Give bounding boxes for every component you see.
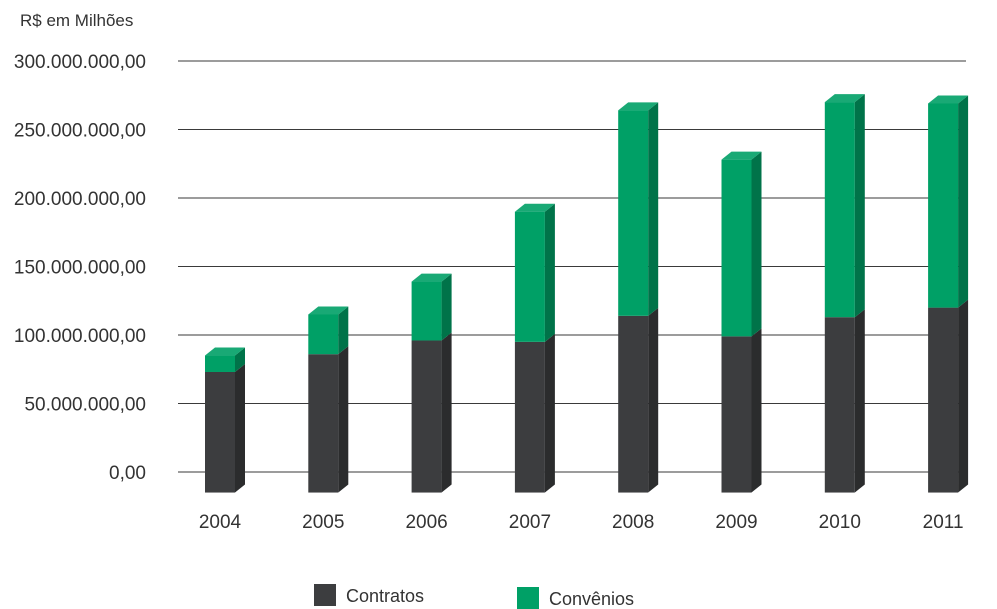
x-tick-label: 2010 xyxy=(819,512,861,533)
bar-side xyxy=(235,363,245,493)
bar-side xyxy=(854,309,865,493)
bar-side xyxy=(958,299,969,493)
bar-side xyxy=(751,328,762,493)
bar-top xyxy=(411,273,452,282)
bar-contratos-2006 xyxy=(411,340,442,493)
y-tick-label: 300.000.000,00 xyxy=(14,52,146,73)
bar-contratos-2007 xyxy=(514,341,545,493)
bar-contratos-2011 xyxy=(928,307,959,493)
bar-side xyxy=(544,203,555,342)
x-tick-label: 2011 xyxy=(923,512,964,533)
legend-label: Contratos xyxy=(346,586,424,606)
bar-conv-nios-2009 xyxy=(721,159,752,337)
bar-conv-nios-2010 xyxy=(824,102,855,318)
bar-group-2004 xyxy=(205,347,245,493)
bar-side xyxy=(854,94,865,318)
bar-side xyxy=(958,95,969,308)
bar-contratos-2009 xyxy=(721,336,752,493)
bar-top xyxy=(618,102,659,111)
legend-label: Convênios xyxy=(549,589,634,609)
unit-label: R$ em Milhões xyxy=(20,11,133,30)
bar-conv-nios-2007 xyxy=(514,211,545,342)
x-tick-label: 2005 xyxy=(302,512,344,533)
bar-contratos-2010 xyxy=(824,317,855,493)
y-tick-label: 250.000.000,00 xyxy=(14,121,146,142)
y-tick-label: 100.000.000,00 xyxy=(14,326,146,347)
bar-top xyxy=(205,347,245,356)
bar-side xyxy=(751,151,762,337)
bar-contratos-2005 xyxy=(308,354,339,493)
bar-side xyxy=(544,333,555,493)
bar-side xyxy=(648,102,659,316)
x-axis-ticks: 2004 2005 2006 2007 2008 2009 2010 2011 xyxy=(199,512,964,533)
x-tick-label: 2004 xyxy=(199,512,242,533)
y-tick-label: 200.000.000,00 xyxy=(14,189,146,210)
bar-contratos-2008 xyxy=(618,315,649,493)
bar-group-2011 xyxy=(928,95,969,493)
bar-group-2006 xyxy=(411,273,452,493)
bar-contratos-2004 xyxy=(205,371,235,493)
bar-side xyxy=(648,307,659,493)
bar-top xyxy=(928,95,969,104)
bar-group-2007 xyxy=(514,203,555,493)
bar-top xyxy=(514,203,555,212)
bar-group-2008 xyxy=(618,102,659,493)
bar-side xyxy=(338,306,349,355)
legend-swatch xyxy=(314,584,336,606)
y-axis-ticks: 0,00 50.000.000,00 100.000.000,00 150.000.0… xyxy=(14,52,146,484)
bar-group-2009 xyxy=(721,151,762,493)
y-tick-label: 0,00 xyxy=(109,463,146,484)
bar-side xyxy=(441,273,452,341)
bar-conv-nios-2008 xyxy=(618,110,649,316)
x-tick-label: 2008 xyxy=(612,512,654,533)
bar-conv-nios-2005 xyxy=(308,314,339,355)
y-tick-label: 150.000.000,00 xyxy=(14,258,146,279)
legend-swatch xyxy=(517,587,539,609)
bar-conv-nios-2006 xyxy=(411,281,442,341)
legend: Contratos Convênios xyxy=(314,584,634,609)
bar-group-2010 xyxy=(824,94,865,493)
y-tick-label: 50.000.000,00 xyxy=(24,395,146,416)
x-tick-label: 2007 xyxy=(509,512,551,533)
bar-conv-nios-2011 xyxy=(928,103,959,308)
bar-group-2005 xyxy=(308,306,349,493)
bar-side xyxy=(441,332,452,493)
bars xyxy=(205,94,969,493)
bar-top xyxy=(308,306,349,315)
x-tick-label: 2006 xyxy=(405,512,447,533)
bar-top xyxy=(721,151,762,160)
x-tick-label: 2009 xyxy=(715,512,757,533)
bar-side xyxy=(235,347,245,372)
bar-top xyxy=(824,94,865,103)
bar-side xyxy=(338,346,349,493)
bar-conv-nios-2004 xyxy=(205,355,235,372)
